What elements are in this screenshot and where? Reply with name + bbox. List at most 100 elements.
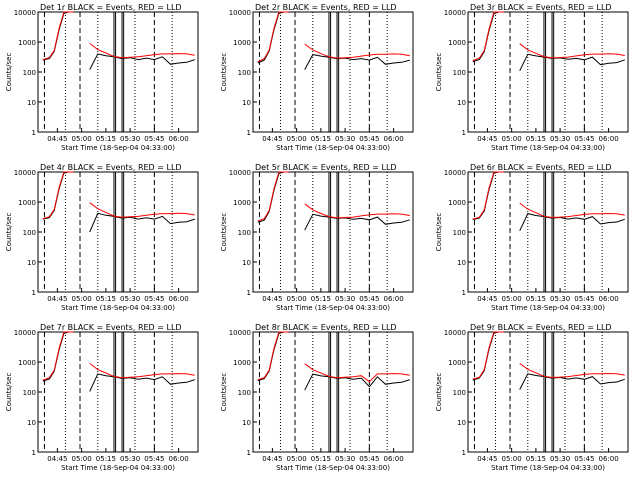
x-axis-label: Start Time (18-Sep-04 04:33:00) [276, 304, 390, 312]
y-tick-label: 1000 [233, 199, 251, 207]
x-axis-label: Start Time (18-Sep-04 04:33:00) [491, 304, 605, 312]
x-tick-label: 06:00 [384, 455, 404, 463]
x-tick-label: 05:15 [311, 135, 331, 143]
panel-title: Det 8r BLACK = Events, RED = LLD [255, 323, 397, 332]
y-tick-label: 1000 [233, 39, 251, 47]
chart-panel-7: Det 7r BLACK = Events, RED = LLD 1 10 100 10… [5, 323, 199, 472]
x-tick-label: 05:45 [574, 295, 594, 303]
y-tick-label: 10000 [444, 329, 466, 337]
series-line-lld [257, 331, 410, 383]
panel-title: Det 7r BLACK = Events, RED = LLD [40, 323, 182, 332]
x-tick-label: 06:00 [599, 295, 619, 303]
x-tick-label: 04:45 [477, 455, 497, 463]
y-tick-label: 1 [247, 449, 251, 457]
x-tick-label: 05:00 [287, 135, 307, 143]
y-tick-label: 100 [23, 229, 36, 237]
x-tick-label: 05:30 [550, 295, 570, 303]
x-tick-label: 05:15 [96, 295, 116, 303]
y-tick-label: 1000 [233, 359, 251, 367]
x-tick-label: 05:15 [526, 455, 546, 463]
x-tick-label: 04:45 [47, 455, 67, 463]
plot-frame [467, 331, 629, 453]
series-line-lld [257, 171, 410, 222]
x-tick-label: 05:30 [550, 135, 570, 143]
y-axis-label: Counts/sec [5, 213, 13, 252]
x-tick-label: 05:30 [335, 295, 355, 303]
panel-title: Det 4r BLACK = Events, RED = LLD [40, 163, 182, 172]
y-tick-label: 10 [457, 99, 466, 107]
x-tick-label: 05:30 [335, 135, 355, 143]
chart-panel-1: Det 1r BLACK = Events, RED = LLD 1 10 100 10… [5, 3, 199, 152]
series-line-lld [42, 11, 195, 61]
y-tick-label: 100 [238, 389, 251, 397]
x-tick-label: 06:00 [384, 295, 404, 303]
y-tick-label: 100 [23, 389, 36, 397]
y-axis-label: Counts/sec [5, 53, 13, 92]
y-tick-label: 10000 [229, 9, 251, 17]
x-tick-label: 06:00 [599, 135, 619, 143]
x-tick-label: 05:15 [526, 295, 546, 303]
y-axis-label: Counts/sec [435, 53, 443, 92]
x-tick-label: 05:15 [526, 135, 546, 143]
y-axis-label: Counts/sec [220, 373, 228, 412]
x-tick-label: 05:30 [550, 455, 570, 463]
y-tick-label: 10000 [14, 329, 36, 337]
series-line-lld [257, 11, 410, 63]
x-tick-label: 05:00 [502, 135, 522, 143]
x-tick-label: 05:00 [72, 295, 92, 303]
y-tick-label: 1 [462, 449, 466, 457]
series-line-events [257, 171, 410, 231]
x-tick-label: 05:45 [574, 455, 594, 463]
y-tick-label: 100 [238, 229, 251, 237]
x-tick-label: 05:00 [502, 455, 522, 463]
y-tick-label: 1000 [18, 39, 36, 47]
x-tick-label: 05:15 [311, 455, 331, 463]
chart-panel-5: Det 5r BLACK = Events, RED = LLD 1 10 100 10… [220, 163, 414, 312]
x-tick-label: 05:15 [96, 135, 116, 143]
x-tick-label: 05:45 [359, 295, 379, 303]
y-tick-label: 1000 [448, 39, 466, 47]
y-tick-label: 10 [27, 419, 36, 427]
x-tick-label: 04:45 [262, 295, 282, 303]
chart-panel-6: Det 6r BLACK = Events, RED = LLD 1 10 100 10… [435, 163, 629, 312]
series-line-lld [42, 171, 195, 220]
y-tick-label: 10000 [444, 169, 466, 177]
y-tick-label: 100 [453, 389, 466, 397]
y-tick-label: 1 [32, 449, 36, 457]
y-tick-label: 1000 [448, 359, 466, 367]
panel-title: Det 3r BLACK = Events, RED = LLD [470, 3, 612, 12]
y-tick-label: 100 [453, 229, 466, 237]
panel-title: Det 6r BLACK = Events, RED = LLD [470, 163, 612, 172]
y-tick-label: 10000 [229, 169, 251, 177]
y-tick-label: 10 [242, 419, 251, 427]
x-axis-label: Start Time (18-Sep-04 04:33:00) [61, 464, 175, 472]
x-tick-label: 05:15 [311, 295, 331, 303]
y-axis-label: Counts/sec [435, 373, 443, 412]
y-tick-label: 1000 [448, 199, 466, 207]
y-tick-label: 1 [462, 289, 466, 297]
y-tick-label: 1 [462, 129, 466, 137]
x-tick-label: 05:30 [120, 135, 140, 143]
plot-frame [252, 331, 414, 453]
x-tick-label: 05:30 [335, 455, 355, 463]
x-tick-label: 06:00 [169, 135, 189, 143]
x-tick-label: 06:00 [169, 295, 189, 303]
x-tick-label: 05:00 [287, 455, 307, 463]
x-tick-label: 05:45 [359, 455, 379, 463]
plot-frame [37, 331, 199, 453]
x-tick-label: 05:15 [96, 455, 116, 463]
y-tick-label: 10 [457, 259, 466, 267]
plot-frame [37, 11, 199, 133]
panel-title: Det 5r BLACK = Events, RED = LLD [255, 163, 397, 172]
plot-frame [252, 11, 414, 133]
y-tick-label: 10000 [14, 169, 36, 177]
x-tick-label: 05:30 [120, 455, 140, 463]
panel-title: Det 2r BLACK = Events, RED = LLD [255, 3, 397, 12]
x-axis-label: Start Time (18-Sep-04 04:33:00) [276, 144, 390, 152]
x-tick-label: 04:45 [262, 455, 282, 463]
chart-panel-9: Det 9r BLACK = Events, RED = LLD 1 10 100 10… [435, 323, 629, 472]
y-tick-label: 10 [457, 419, 466, 427]
x-tick-label: 04:45 [262, 135, 282, 143]
x-tick-label: 05:45 [144, 455, 164, 463]
